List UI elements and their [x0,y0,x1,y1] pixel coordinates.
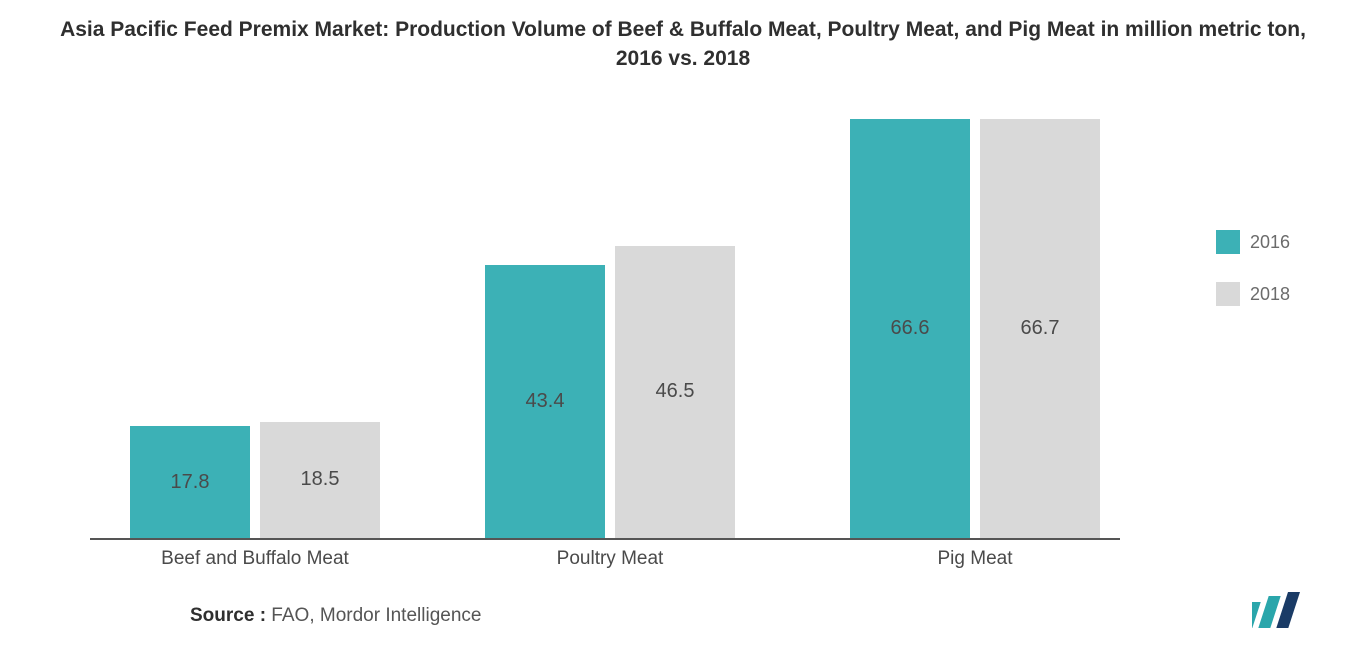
bar-value-label: 46.5 [656,380,695,403]
plot-region: 17.818.5Beef and Buffalo Meat43.446.5Pou… [90,100,1120,540]
brand-logo [1252,592,1316,633]
chart-area: 17.818.5Beef and Buffalo Meat43.446.5Pou… [90,100,1120,540]
bar-value-label: 66.6 [891,317,930,340]
bar-value-label: 43.4 [526,390,565,413]
logo-bar-1 [1252,602,1261,628]
chart-title: Asia Pacific Feed Premix Market: Product… [0,0,1366,84]
legend-item-2018: 2018 [1216,282,1326,306]
bar-2018-0: 18.5 [260,422,380,538]
bar-2018-1: 46.5 [615,246,735,538]
legend: 2016 2018 [1216,230,1326,334]
source-label: Source : [190,605,266,626]
legend-label: 2016 [1250,232,1290,253]
bar-value-label: 66.7 [1021,317,1060,340]
bar-2018-2: 66.7 [980,119,1100,538]
source-text: FAO, Mordor Intelligence [266,605,481,626]
bar-2016-2: 66.6 [850,119,970,538]
category-label: Beef and Buffalo Meat [115,548,395,570]
bar-2016-1: 43.4 [485,265,605,538]
legend-label: 2018 [1250,284,1290,305]
bar-2016-0: 17.8 [130,426,250,538]
source-line: Source : FAO, Mordor Intelligence [190,605,481,627]
legend-item-2016: 2016 [1216,230,1326,254]
bar-value-label: 18.5 [301,468,340,491]
category-label: Poultry Meat [470,548,750,570]
category-label: Pig Meat [835,548,1115,570]
legend-swatch [1216,230,1240,254]
legend-swatch [1216,282,1240,306]
logo-bar-2 [1258,596,1280,628]
bar-value-label: 17.8 [171,471,210,494]
